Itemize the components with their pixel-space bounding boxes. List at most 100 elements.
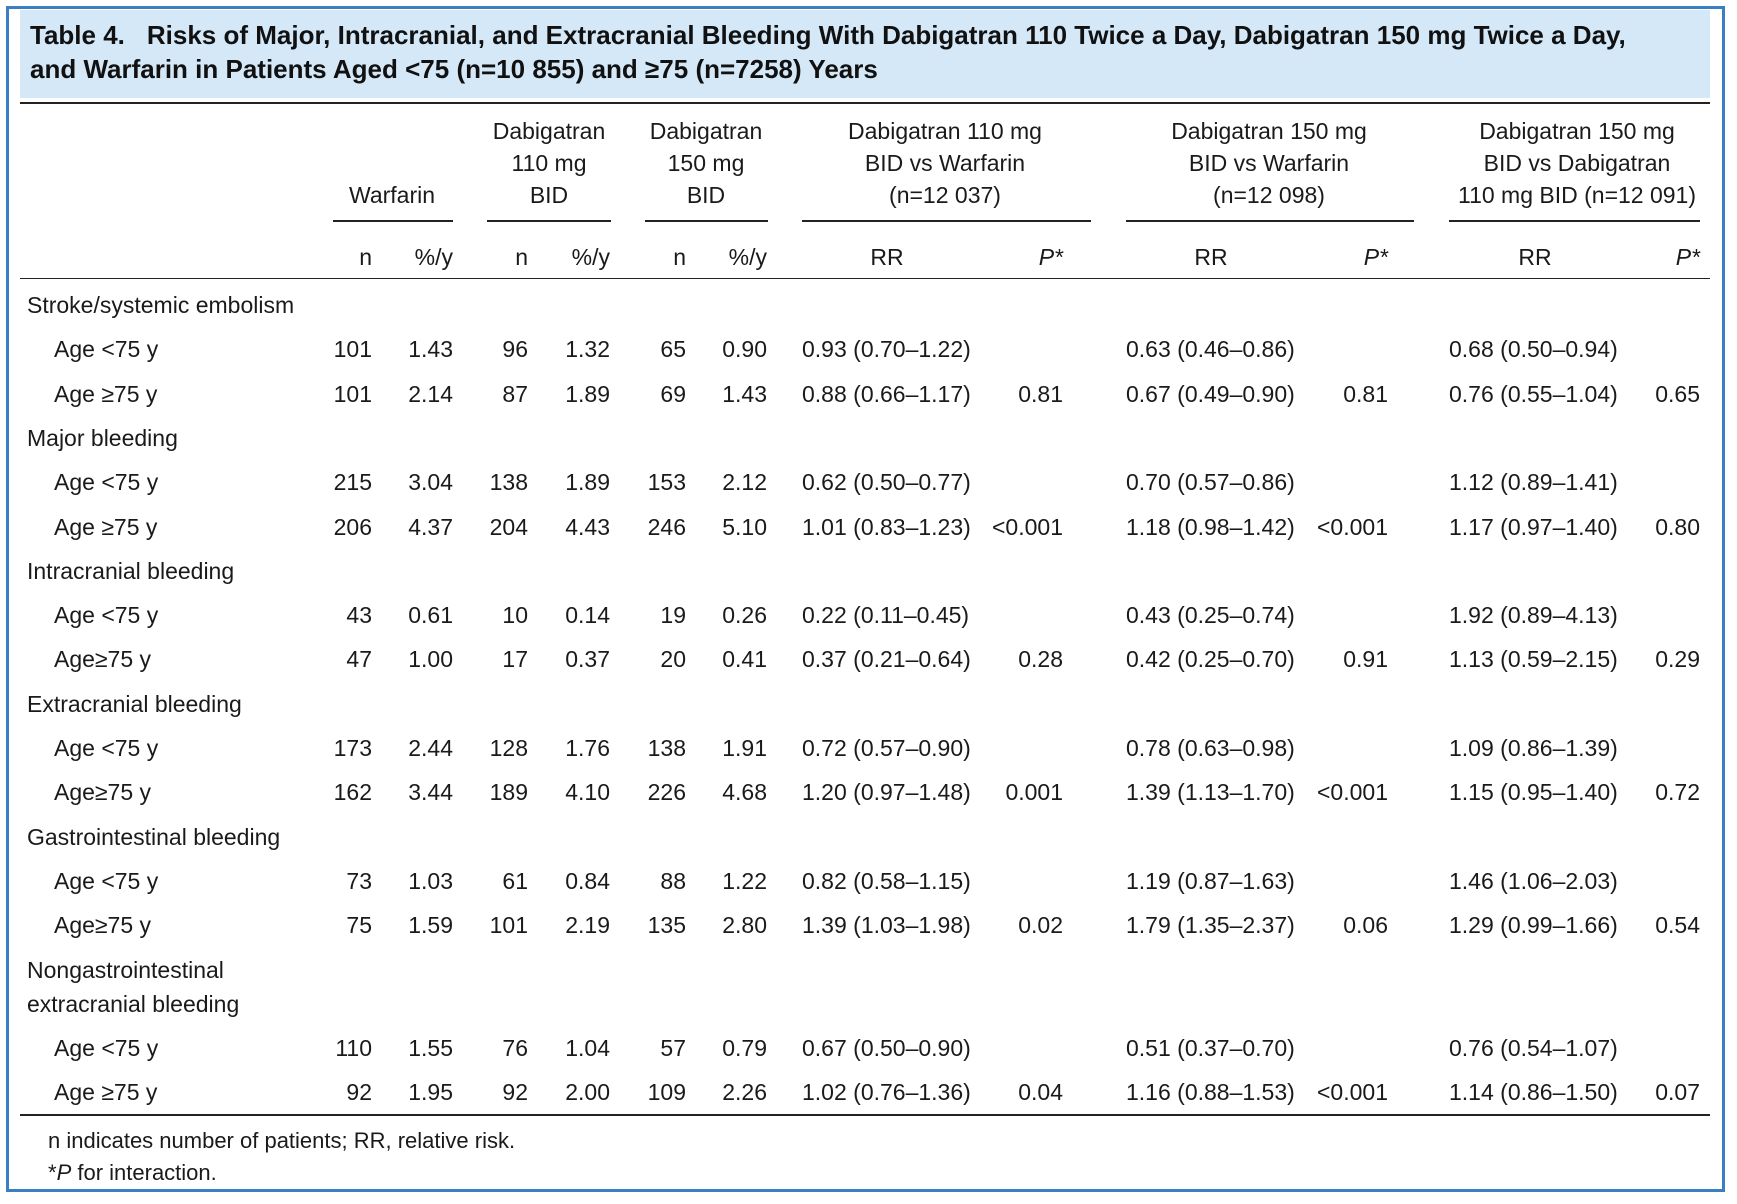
cell-w-r: 2.44 [408,735,453,761]
cell-p-value: 0.72 [1655,779,1700,806]
cell-w-n: 92 [346,1079,372,1106]
cell-p-value: <0.001 [1317,779,1388,806]
column-header-dab110: Dabigatran [492,118,606,144]
cell-w-r: 1.03 [408,867,453,894]
rule-top [20,102,1710,104]
cell-relative-risk: 0.42 (0.25–0.70) [1126,646,1295,673]
subheader-rr: RR [1518,244,1552,270]
cell-d110-n: 92 [502,1079,528,1106]
cell-p-value: 0.80 [1655,513,1700,540]
row-label: Age <75 y [54,336,159,363]
cell-w-r: 1.43 [408,336,453,363]
cell-p-value: <0.001 [1317,513,1388,540]
cell-d110-r: 1.32 [565,336,610,363]
cell-relative-risk: 1.01 (0.83–1.23) [802,513,971,540]
cell-d110-r: 0.14 [565,602,610,629]
cell-w-r: 1.95 [408,1079,453,1106]
cell-d150-r: 2.80 [722,912,767,939]
cell-d110-r: 2.00 [565,1079,610,1106]
cell-relative-risk: 1.29 (0.99–1.66) [1449,912,1618,939]
cell-relative-risk: 1.39 (1.13–1.70) [1126,779,1295,806]
cell-relative-risk: 1.46 (1.06–2.03) [1449,867,1618,894]
row-label: Age <75 y [54,469,159,496]
cell-d150-r: 0.79 [722,1034,767,1061]
column-group-rule-dab110 [487,220,611,222]
cell-d150-r: 2.26 [722,1079,767,1106]
cell-relative-risk: 0.88 (0.66–1.17) [802,380,971,407]
cell-relative-risk: 0.68 (0.50–0.94) [1449,336,1618,363]
cell-d110-r: 2.19 [565,912,610,939]
cell-relative-risk: 0.51 (0.37–0.70) [1126,1034,1295,1061]
column-header-cmp1: Dabigatran 110 mg [848,118,1042,144]
row-label: Age ≥75 y [54,513,158,540]
cell-relative-risk: 0.67 (0.49–0.90) [1126,380,1295,407]
cell-p-value: 0.04 [1018,1079,1063,1106]
cell-d150-r: 1.91 [722,735,767,761]
cell-p-value: 0.02 [1018,912,1063,939]
cell-relative-risk: 1.19 (0.87–1.63) [1126,867,1295,894]
cell-w-n: 73 [346,867,372,894]
cell-relative-risk: 1.79 (1.35–2.37) [1126,912,1295,939]
column-group-rule-warfarin [333,220,453,222]
subheader-rate: %/y [571,244,610,270]
column-header-cmp3: Dabigatran 150 mg [1479,118,1675,144]
cell-p-value: 0.65 [1655,380,1700,407]
column-header-cmp3: BID vs Dabigatran [1483,150,1671,176]
cell-d150-n: 65 [660,336,686,363]
column-header-cmp1: (n=12 037) [889,182,1001,208]
cell-w-n: 215 [333,469,372,496]
cell-w-r: 2.14 [408,380,453,407]
rule-header-bottom [20,278,1710,279]
cell-d150-n: 153 [647,469,686,496]
cell-d110-n: 101 [489,912,528,939]
subheader-p: P* [1038,244,1063,270]
cell-w-r: 4.37 [408,513,453,540]
cell-p-value: 0.28 [1018,646,1063,673]
cell-d150-r: 0.26 [722,602,767,629]
cell-d150-n: 109 [647,1079,686,1106]
cell-relative-risk: 1.02 (0.76–1.36) [802,1079,971,1106]
cell-d150-n: 138 [647,735,686,761]
cell-d110-n: 76 [502,1034,528,1061]
cell-w-n: 75 [346,912,372,939]
cell-w-r: 3.04 [408,469,453,496]
cell-d110-r: 1.89 [565,380,610,407]
column-group-rule-dab150 [645,220,768,222]
cell-p-value: 0.91 [1343,646,1388,673]
cell-p-value: 0.001 [1005,779,1063,806]
cell-d110-r: 4.10 [565,779,610,806]
column-header-cmp2: (n=12 098) [1213,182,1325,208]
cell-relative-risk: 1.12 (0.89–1.41) [1449,469,1618,496]
cell-w-n: 47 [346,646,372,673]
cell-p-value: 0.54 [1655,912,1700,939]
column-header-dab110: BID [529,182,569,208]
subheader-rate: %/y [414,244,453,270]
cell-relative-risk: 0.76 (0.55–1.04) [1449,380,1618,407]
cell-relative-risk: 0.76 (0.54–1.07) [1449,1034,1618,1061]
column-header-cmp2: BID vs Warfarin [1188,150,1350,176]
cell-w-n: 110 [335,1034,372,1061]
subheader-p: P* [1675,244,1700,270]
section-title: extracranial bleeding [27,990,240,1017]
cell-d110-n: 204 [489,513,528,540]
table-number: Table 4. [30,20,125,50]
cell-w-n: 101 [333,336,372,363]
row-label: Age <75 y [54,867,159,894]
column-header-warfarin: Warfarin [348,182,436,208]
cell-w-n: 162 [333,779,372,806]
subheader-rr: RR [1194,244,1228,270]
cell-d110-r: 0.37 [565,646,610,673]
column-group-rule-cmp1 [802,220,1091,222]
cell-d110-r: 1.04 [565,1034,610,1061]
subheader-n: n [515,244,528,270]
column-header-dab150: 150 mg [667,150,745,176]
cell-d150-n: 20 [660,646,686,673]
cell-relative-risk: 1.15 (0.95–1.40) [1449,779,1618,806]
section-title: Gastrointestinal bleeding [27,823,281,850]
cell-relative-risk: 0.62 (0.50–0.77) [802,469,971,496]
cell-w-n: 101 [333,380,372,407]
cell-d150-n: 135 [647,912,686,939]
cell-d110-r: 4.43 [565,513,610,540]
cell-relative-risk: 1.14 (0.86–1.50) [1449,1079,1618,1106]
cell-p-value: <0.001 [1317,1079,1388,1106]
